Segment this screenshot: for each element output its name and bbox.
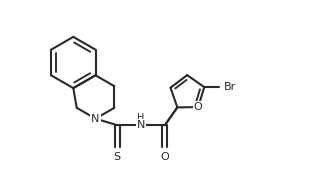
Text: O: O [160, 152, 169, 162]
Text: S: S [114, 152, 121, 162]
Text: N: N [91, 114, 100, 124]
Text: O: O [194, 102, 202, 112]
Text: H: H [137, 113, 145, 123]
Text: Br: Br [224, 82, 236, 92]
Text: N: N [137, 120, 145, 130]
